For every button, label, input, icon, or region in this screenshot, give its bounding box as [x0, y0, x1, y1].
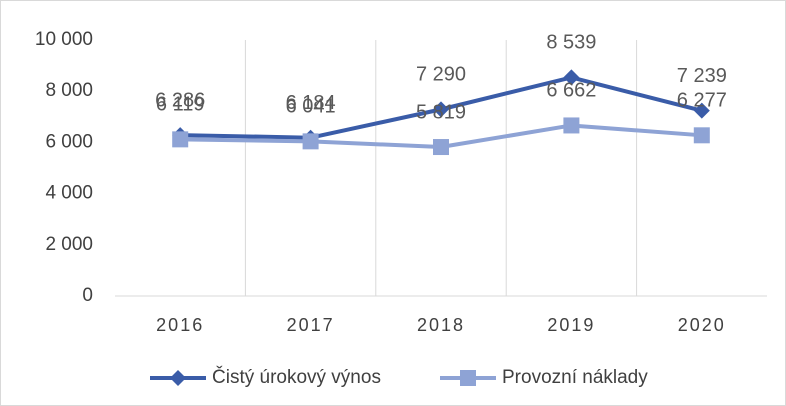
- data-label: 6 286: [155, 89, 205, 111]
- marker: [302, 133, 319, 150]
- marker: [563, 69, 580, 86]
- marker: [170, 370, 186, 386]
- x-tick-label: 2016: [156, 315, 204, 335]
- data-label: 6 041: [286, 96, 336, 118]
- data-label: 5 819: [416, 101, 466, 123]
- marker: [563, 117, 580, 134]
- marker: [433, 139, 449, 156]
- data-label: 6 277: [677, 90, 727, 112]
- y-tick-label: 6 000: [45, 131, 93, 152]
- data-label: 6 119: [156, 94, 205, 116]
- data-label: 7 290: [416, 64, 466, 86]
- y-tick-label: 0: [82, 285, 93, 306]
- x-tick-label: 2018: [417, 315, 465, 335]
- data-label: 6 184: [286, 92, 336, 114]
- legend-label: Čistý úrokový výnos: [212, 366, 381, 388]
- x-tick-label: 2020: [678, 315, 726, 335]
- y-tick-label: 10 000: [35, 29, 93, 50]
- data-label: 7 239: [677, 65, 727, 87]
- y-tick-label: 4 000: [45, 183, 93, 204]
- x-tick-label: 2017: [287, 315, 335, 335]
- marker: [693, 102, 710, 119]
- marker: [172, 131, 189, 148]
- marker: [460, 370, 476, 386]
- y-tick-label: 2 000: [45, 234, 93, 255]
- y-tick-label: 8 000: [45, 80, 93, 101]
- x-tick-label: 2019: [547, 315, 595, 335]
- data-label: 6 662: [546, 80, 596, 102]
- marker: [693, 127, 710, 144]
- legend-label: Provozní náklady: [502, 367, 648, 388]
- data-label: 8 539: [546, 32, 596, 54]
- marker: [433, 101, 449, 118]
